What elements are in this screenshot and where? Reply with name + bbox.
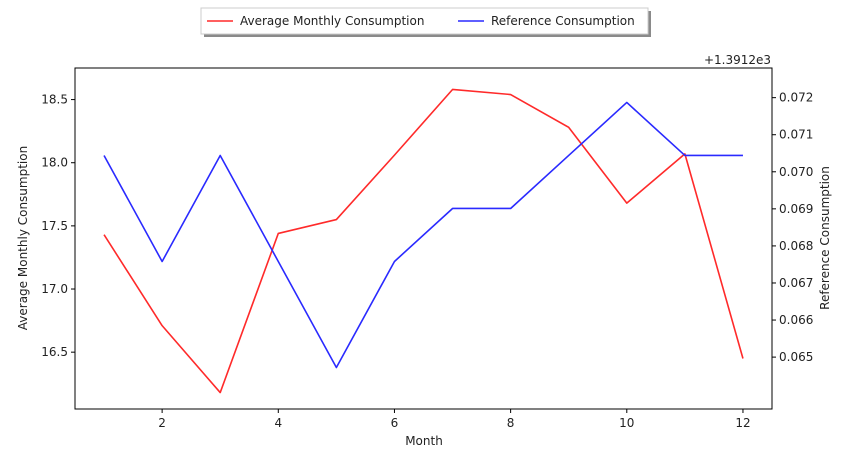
x-tick-label: 4 — [274, 416, 282, 430]
ticks-layer: 2 4 6 8 10 12 16.5 17.0 17.5 18.0 18.5 0.065 0.066 0.… — [41, 91, 813, 430]
series-line-average-monthly-consumption — [103, 88, 744, 394]
y-right-tick-label: 0.071 — [779, 128, 813, 142]
y-left-tick-label: 18.0 — [41, 156, 68, 170]
y-axis-right-label: Reference Consumption — [818, 166, 832, 310]
y-left-tick-label: 17.5 — [41, 219, 68, 233]
plot-frame — [74, 67, 773, 410]
legend-label-reference-consumption: Reference Consumption — [491, 14, 635, 28]
y-axis-right-offset-text: +1.3912e3 — [704, 53, 771, 67]
y-right-tick-label: 0.065 — [779, 350, 813, 364]
y-right-tick-label: 0.066 — [779, 313, 813, 327]
y-right-tick-label: 0.067 — [779, 276, 813, 290]
y-right-tick-label: 0.070 — [779, 165, 813, 179]
x-tick-label: 12 — [735, 416, 750, 430]
legend: Average Monthly Consumption Reference Co… — [200, 7, 651, 37]
x-tick-label: 2 — [158, 416, 166, 430]
y-right-tick-label: 0.072 — [779, 91, 813, 105]
legend-box — [200, 7, 649, 35]
legend-label-average-monthly-consumption: Average Monthly Consumption — [240, 14, 424, 28]
y-right-tick-label: 0.069 — [779, 202, 813, 216]
y-left-tick-label: 16.5 — [41, 345, 68, 359]
x-axis-label: Month — [405, 434, 443, 448]
series-layer — [103, 88, 744, 394]
y-right-tick-label: 0.068 — [779, 239, 813, 253]
x-tick-label: 6 — [391, 416, 399, 430]
x-tick-label: 10 — [619, 416, 634, 430]
y-axis-left-label: Average Monthly Consumption — [16, 146, 30, 330]
y-left-tick-label: 18.5 — [41, 93, 68, 107]
x-tick-label: 8 — [507, 416, 515, 430]
series-line-reference-consumption — [103, 101, 743, 369]
y-left-tick-label: 17.0 — [41, 282, 68, 296]
